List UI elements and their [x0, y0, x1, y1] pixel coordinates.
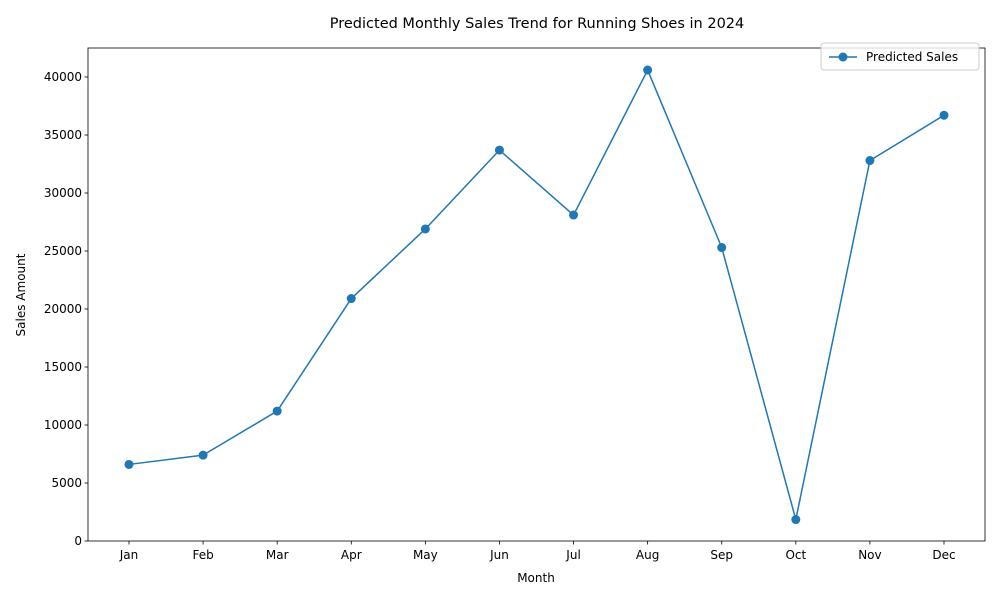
y-tick-label: 10000: [44, 418, 82, 432]
x-tick-label: May: [413, 548, 438, 562]
y-tick-label: 40000: [44, 70, 82, 84]
x-tick-label: Oct: [785, 548, 806, 562]
data-point: [865, 156, 875, 166]
y-tick-label: 15000: [44, 360, 82, 374]
data-point: [939, 110, 949, 120]
series-layer: [124, 65, 949, 525]
y-axis: 0 5000 10000 15000 20000 25000 30000 35000 40000: [44, 70, 88, 548]
data-point: [791, 515, 801, 525]
y-tick-label: 5000: [51, 476, 82, 490]
series-line: [128, 69, 945, 521]
y-tick-label: 25000: [44, 244, 82, 258]
plot-frame: [87, 47, 986, 542]
y-tick-label: 20000: [44, 302, 82, 316]
data-point: [198, 450, 208, 460]
legend-marker-sample: [838, 52, 848, 62]
x-tick-label: Jun: [489, 548, 509, 562]
data-point: [124, 459, 134, 469]
x-tick-label: Dec: [932, 548, 955, 562]
data-point: [569, 210, 579, 220]
x-tick-label: Sep: [710, 548, 733, 562]
x-tick-label: Feb: [192, 548, 213, 562]
data-point: [346, 294, 356, 304]
plot-area: [87, 47, 986, 542]
x-tick-label: Jan: [119, 548, 139, 562]
x-tick-label: Apr: [341, 548, 362, 562]
x-axis: Jan Feb Mar Apr May Jun Jul Aug Sep Oct Nov Dec: [119, 541, 956, 562]
y-axis-label: Sales Amount: [14, 253, 28, 336]
y-tick-label: 30000: [44, 186, 82, 200]
x-tick-label: Mar: [266, 548, 289, 562]
data-point: [420, 224, 430, 234]
data-point: [643, 65, 653, 75]
legend-box: [820, 42, 980, 71]
data-point: [272, 406, 282, 416]
x-tick-label: Aug: [636, 548, 659, 562]
y-tick-label: 0: [74, 534, 82, 548]
x-tick-label: Jul: [565, 548, 580, 562]
data-point: [494, 145, 504, 155]
data-point: [717, 243, 727, 253]
y-tick-label: 35000: [44, 128, 82, 142]
x-axis-label: Month: [517, 571, 555, 585]
x-tick-label: Nov: [858, 548, 881, 562]
chart-title: Predicted Monthly Sales Trend for Runnin…: [330, 16, 745, 32]
legend-label: Predicted Sales: [866, 50, 958, 64]
legend: Predicted Sales: [820, 42, 980, 71]
